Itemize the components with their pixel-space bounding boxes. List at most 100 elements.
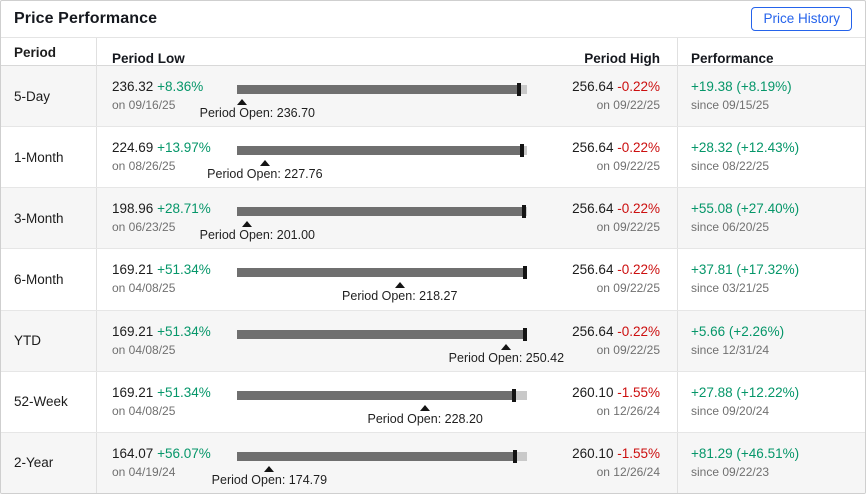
title-bar: Price Performance Price History (1, 1, 865, 38)
performance-since: since 03/21/25 (691, 281, 770, 296)
low-date: on 09/16/25 (112, 98, 176, 112)
high-change: -1.55% (617, 384, 660, 400)
period-label: 5-Day (14, 88, 51, 104)
low-change: +51.34% (157, 384, 211, 400)
low-price: 169.21 (112, 384, 154, 400)
column-header-bar-spacer (237, 38, 527, 66)
high-price: 256.64 (572, 262, 614, 278)
period-high-cell: 260.10 -1.55% on 12/26/24 (527, 433, 677, 493)
period-label: YTD (14, 333, 41, 349)
period-label: 6-Month (14, 271, 64, 287)
high-change: -0.22% (617, 79, 660, 94)
current-price-tick (519, 144, 524, 158)
period-open-label: Period Open: 227.76 (207, 167, 323, 182)
period-open-marker (259, 160, 270, 167)
period-open-label: Period Open: 218.27 (342, 289, 458, 304)
period-label: 3-Month (14, 210, 64, 226)
period-label: 2-Year (14, 455, 54, 471)
high-change: -0.22% (617, 262, 660, 278)
period-open-marker (394, 282, 405, 289)
table-row: 2-Year 164.07 +56.07% on 04/19/24 Period… (1, 432, 865, 493)
range-bar (237, 388, 527, 402)
performance-cell: +27.88 (+12.22%) since 09/20/24 (677, 371, 865, 432)
range-bar-fill (237, 329, 526, 339)
low-price: 198.96 (112, 201, 154, 217)
price-history-button[interactable]: Price History (751, 6, 852, 32)
column-header-period: Period (1, 38, 97, 66)
period-cell: YTD (1, 310, 97, 371)
table-row: YTD 169.21 +51.34% on 04/08/25 Period Op… (1, 310, 865, 372)
table-row: 3-Month 198.96 +28.71% on 06/23/25 Perio… (1, 188, 865, 250)
table-body: 5-Day 236.32 +8.36% on 09/16/25 Period O… (1, 66, 865, 493)
range-bar-cell: Period Open: 227.76 (207, 127, 527, 187)
performance-since: since 09/22/23 (691, 464, 770, 479)
period-open-marker (264, 465, 275, 472)
high-date: on 09/22/25 (596, 281, 660, 296)
period-low-cell: 169.21 +51.34% on 04/08/25 (97, 372, 237, 432)
low-price: 224.69 (112, 140, 154, 156)
high-change: -1.55% (617, 445, 660, 461)
range-bar-cell: Period Open: 201.00 (200, 188, 527, 248)
low-change: +13.97% (157, 140, 211, 156)
current-price-tick (522, 205, 527, 219)
range-bar (237, 449, 527, 463)
range-bar (237, 144, 527, 158)
performance-value: +5.66 (+2.26%) (691, 323, 785, 339)
period-label: 1-Month (14, 149, 64, 165)
high-date: on 09/22/25 (596, 98, 660, 112)
range-bar (237, 83, 527, 96)
range-bar-cell: Period Open: 228.20 (237, 372, 527, 432)
high-price: 260.10 (572, 384, 614, 400)
low-change: +56.07% (157, 445, 211, 461)
low-price: 164.07 (112, 445, 154, 461)
low-change: +28.71% (157, 201, 211, 217)
period-open-label: Period Open: 201.00 (199, 228, 315, 243)
low-change: +51.34% (157, 262, 211, 278)
period-high-cell: 256.64 -0.22% on 09/22/25 (527, 66, 677, 126)
period-high-cell: 256.64 -0.22% on 09/22/25 (527, 311, 677, 371)
period-low-cell: 198.96 +28.71% on 06/23/25 (97, 188, 237, 248)
period-low-cell: 164.07 +56.07% on 04/19/24 (97, 433, 237, 493)
period-high-cell: 256.64 -0.22% on 09/22/25 (527, 249, 677, 309)
low-change: +51.34% (157, 323, 211, 339)
performance-since: since 09/20/24 (691, 403, 770, 418)
period-open-marker (237, 99, 248, 105)
low-date: on 06/23/25 (112, 220, 176, 235)
high-price: 256.64 (572, 79, 614, 94)
performance-since: since 12/31/24 (691, 342, 770, 357)
high-price: 256.64 (572, 201, 614, 217)
high-date: on 09/22/25 (596, 342, 660, 357)
high-date: on 09/22/25 (596, 159, 660, 174)
period-open-label: Period Open: 228.20 (367, 411, 483, 426)
table-row: 6-Month 169.21 +51.34% on 04/08/25 Perio… (1, 249, 865, 311)
current-price-tick (512, 449, 517, 463)
high-date: on 12/26/24 (596, 464, 660, 479)
performance-value: +27.88 (+12.22%) (691, 384, 800, 400)
table-row: 52-Week 169.21 +51.34% on 04/08/25 Perio… (1, 371, 865, 433)
current-price-tick (516, 83, 521, 96)
high-price: 256.64 (572, 323, 614, 339)
period-open-label: Period Open: 236.70 (199, 106, 315, 120)
period-cell: 52-Week (1, 371, 97, 432)
low-date: on 04/08/25 (112, 281, 176, 296)
high-price: 256.64 (572, 140, 614, 156)
high-change: -0.22% (617, 201, 660, 217)
range-bar-fill (237, 390, 515, 400)
period-high-cell: 256.64 -0.22% on 09/22/25 (527, 188, 677, 248)
low-date: on 04/08/25 (112, 403, 176, 418)
range-bar-fill (237, 207, 525, 217)
period-high-cell: 260.10 -1.55% on 12/26/24 (527, 372, 677, 432)
period-low-cell: 236.32 +8.36% on 09/16/25 (97, 66, 237, 126)
period-label: 52-Week (14, 394, 68, 410)
period-open-marker (242, 221, 253, 228)
column-header-period-low: Period Low (112, 51, 185, 66)
high-date: on 09/22/25 (596, 220, 660, 235)
high-date: on 12/26/24 (596, 403, 660, 418)
period-low-cell: 169.21 +51.34% on 04/08/25 (97, 311, 237, 371)
low-price: 169.21 (112, 323, 154, 339)
range-bar-cell: Period Open: 174.79 (212, 433, 527, 493)
range-bar-fill (237, 268, 526, 278)
low-date: on 04/19/24 (112, 464, 176, 479)
performance-cell: +37.81 (+17.32%) since 03/21/25 (677, 249, 865, 310)
